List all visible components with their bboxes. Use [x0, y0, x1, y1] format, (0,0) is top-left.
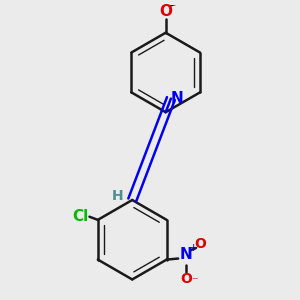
Text: O: O — [181, 272, 192, 286]
Text: H: H — [112, 189, 123, 203]
Text: O: O — [194, 237, 206, 251]
Text: Cl: Cl — [72, 209, 88, 224]
Text: +: + — [189, 243, 199, 253]
Text: N: N — [180, 247, 193, 262]
Text: O: O — [159, 4, 172, 19]
Text: N: N — [171, 91, 184, 106]
Text: ⁻: ⁻ — [191, 275, 198, 288]
